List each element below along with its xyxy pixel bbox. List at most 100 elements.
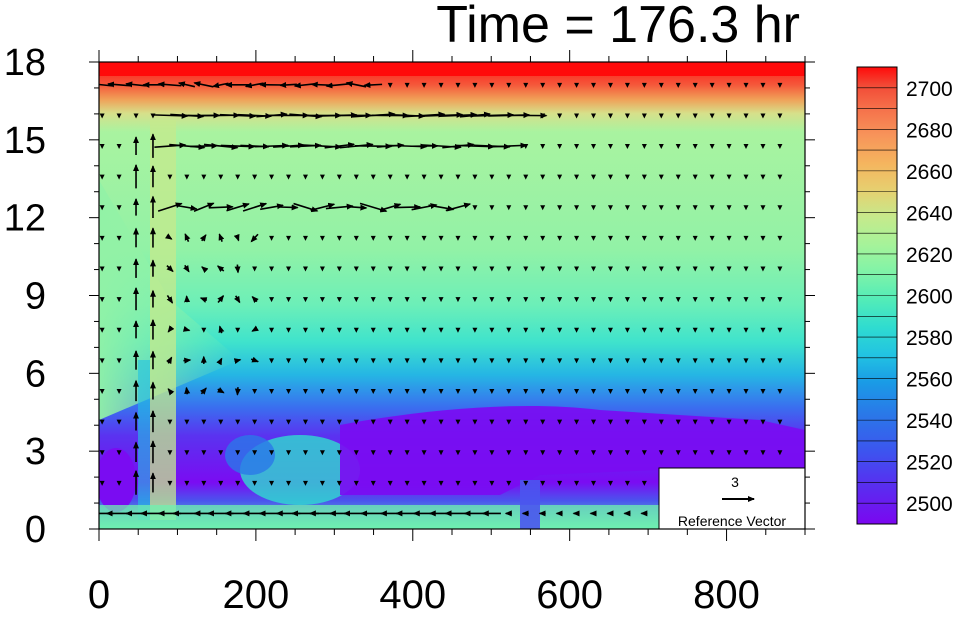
wind-vector bbox=[201, 480, 207, 486]
wind-vector bbox=[692, 235, 698, 241]
wind-vector bbox=[658, 174, 664, 180]
wind-vector bbox=[641, 174, 647, 180]
wind-vector bbox=[692, 327, 698, 333]
wind-vector bbox=[336, 297, 342, 303]
wind-vector bbox=[455, 419, 461, 425]
wind-vector bbox=[641, 82, 647, 88]
wind-vector bbox=[506, 450, 512, 456]
wind-vector bbox=[319, 174, 325, 180]
wind-vector bbox=[387, 235, 393, 241]
wind-vector bbox=[675, 297, 681, 303]
wind-vector bbox=[523, 266, 529, 272]
wind-vector bbox=[777, 388, 783, 394]
wind-vector bbox=[370, 419, 376, 425]
wind-vector bbox=[252, 480, 258, 486]
wind-vector bbox=[218, 174, 224, 180]
wind-vector bbox=[506, 480, 512, 486]
wind-vector bbox=[506, 327, 512, 333]
wind-vector bbox=[675, 388, 681, 394]
wind-vector bbox=[641, 358, 647, 364]
wind-vector bbox=[438, 419, 444, 425]
wind-vector bbox=[726, 144, 732, 150]
wind-vector bbox=[353, 419, 359, 425]
field-plume bbox=[150, 120, 176, 520]
wind-vector bbox=[607, 82, 613, 88]
wind-vector bbox=[387, 327, 393, 333]
wind-vector bbox=[234, 264, 241, 274]
axis-ticks bbox=[89, 50, 815, 541]
wind-vector bbox=[319, 327, 325, 333]
wind-vector bbox=[760, 113, 766, 119]
wind-vector bbox=[777, 450, 783, 456]
wind-vector bbox=[235, 450, 241, 456]
y-tick-label: 12 bbox=[4, 198, 46, 240]
wind-vector bbox=[166, 294, 174, 304]
wind-vector bbox=[421, 358, 427, 364]
wind-vector bbox=[489, 82, 495, 88]
wind-vector bbox=[557, 266, 563, 272]
colorbar-label: 2620 bbox=[906, 244, 953, 267]
wind-vector bbox=[624, 419, 630, 425]
wind-vector bbox=[472, 174, 478, 180]
wind-vector bbox=[99, 266, 105, 272]
wind-vector bbox=[709, 327, 715, 333]
wind-vector bbox=[269, 327, 275, 333]
wind-vector bbox=[624, 113, 630, 119]
wind-vector bbox=[472, 235, 478, 241]
wind-vector bbox=[607, 266, 613, 272]
wind-vectors bbox=[99, 81, 783, 517]
wind-vector bbox=[167, 388, 175, 396]
wind-vector bbox=[370, 388, 376, 394]
wind-vector bbox=[709, 235, 715, 241]
wind-vector bbox=[438, 82, 444, 88]
wind-vector bbox=[641, 388, 647, 394]
wind-vector bbox=[336, 358, 342, 364]
wind-vector bbox=[574, 266, 580, 272]
wind-vector bbox=[345, 81, 367, 88]
wind-vector bbox=[184, 419, 190, 425]
wind-vector bbox=[319, 419, 325, 425]
wind-vector bbox=[607, 450, 613, 456]
wind-vector bbox=[743, 205, 749, 211]
colorbar-label: 2640 bbox=[906, 202, 953, 225]
wind-vector bbox=[455, 235, 461, 241]
wind-vector bbox=[743, 82, 749, 88]
wind-vector bbox=[607, 144, 613, 150]
wind-vector bbox=[557, 388, 563, 394]
wind-vector bbox=[506, 297, 512, 303]
wind-vector bbox=[286, 266, 292, 272]
wind-vector bbox=[201, 174, 207, 180]
wind-vector bbox=[252, 174, 258, 180]
wind-vector bbox=[726, 205, 732, 211]
wind-vector bbox=[709, 144, 715, 150]
wind-vector bbox=[336, 388, 342, 394]
wind-vector bbox=[760, 297, 766, 303]
wind-vector bbox=[709, 450, 715, 456]
wind-vector bbox=[709, 113, 715, 119]
reference-label: Reference Vector bbox=[678, 513, 787, 529]
wind-vector bbox=[455, 174, 461, 180]
wind-vector bbox=[540, 388, 546, 394]
wind-vector bbox=[692, 205, 698, 211]
wind-vector bbox=[624, 327, 630, 333]
wind-vector bbox=[675, 174, 681, 180]
wind-vector bbox=[574, 205, 580, 211]
wind-vector bbox=[99, 450, 105, 456]
wind-vector bbox=[557, 205, 563, 211]
wind-vector bbox=[387, 480, 393, 486]
wind-vector bbox=[319, 388, 325, 394]
wind-vector bbox=[641, 113, 647, 119]
wind-vector bbox=[177, 81, 196, 88]
wind-vector bbox=[472, 358, 478, 364]
chart-title: Time = 176.3 hr bbox=[436, 0, 800, 54]
wind-vector bbox=[540, 235, 546, 241]
wind-vector bbox=[421, 235, 427, 241]
wind-vector bbox=[254, 142, 290, 149]
wind-vector bbox=[523, 480, 529, 486]
y-tick-label: 18 bbox=[4, 42, 46, 84]
wind-vector bbox=[250, 233, 259, 243]
wind-vector bbox=[353, 327, 359, 333]
wind-vector bbox=[591, 144, 597, 150]
wind-vector bbox=[472, 388, 478, 394]
wind-vector bbox=[438, 297, 444, 303]
